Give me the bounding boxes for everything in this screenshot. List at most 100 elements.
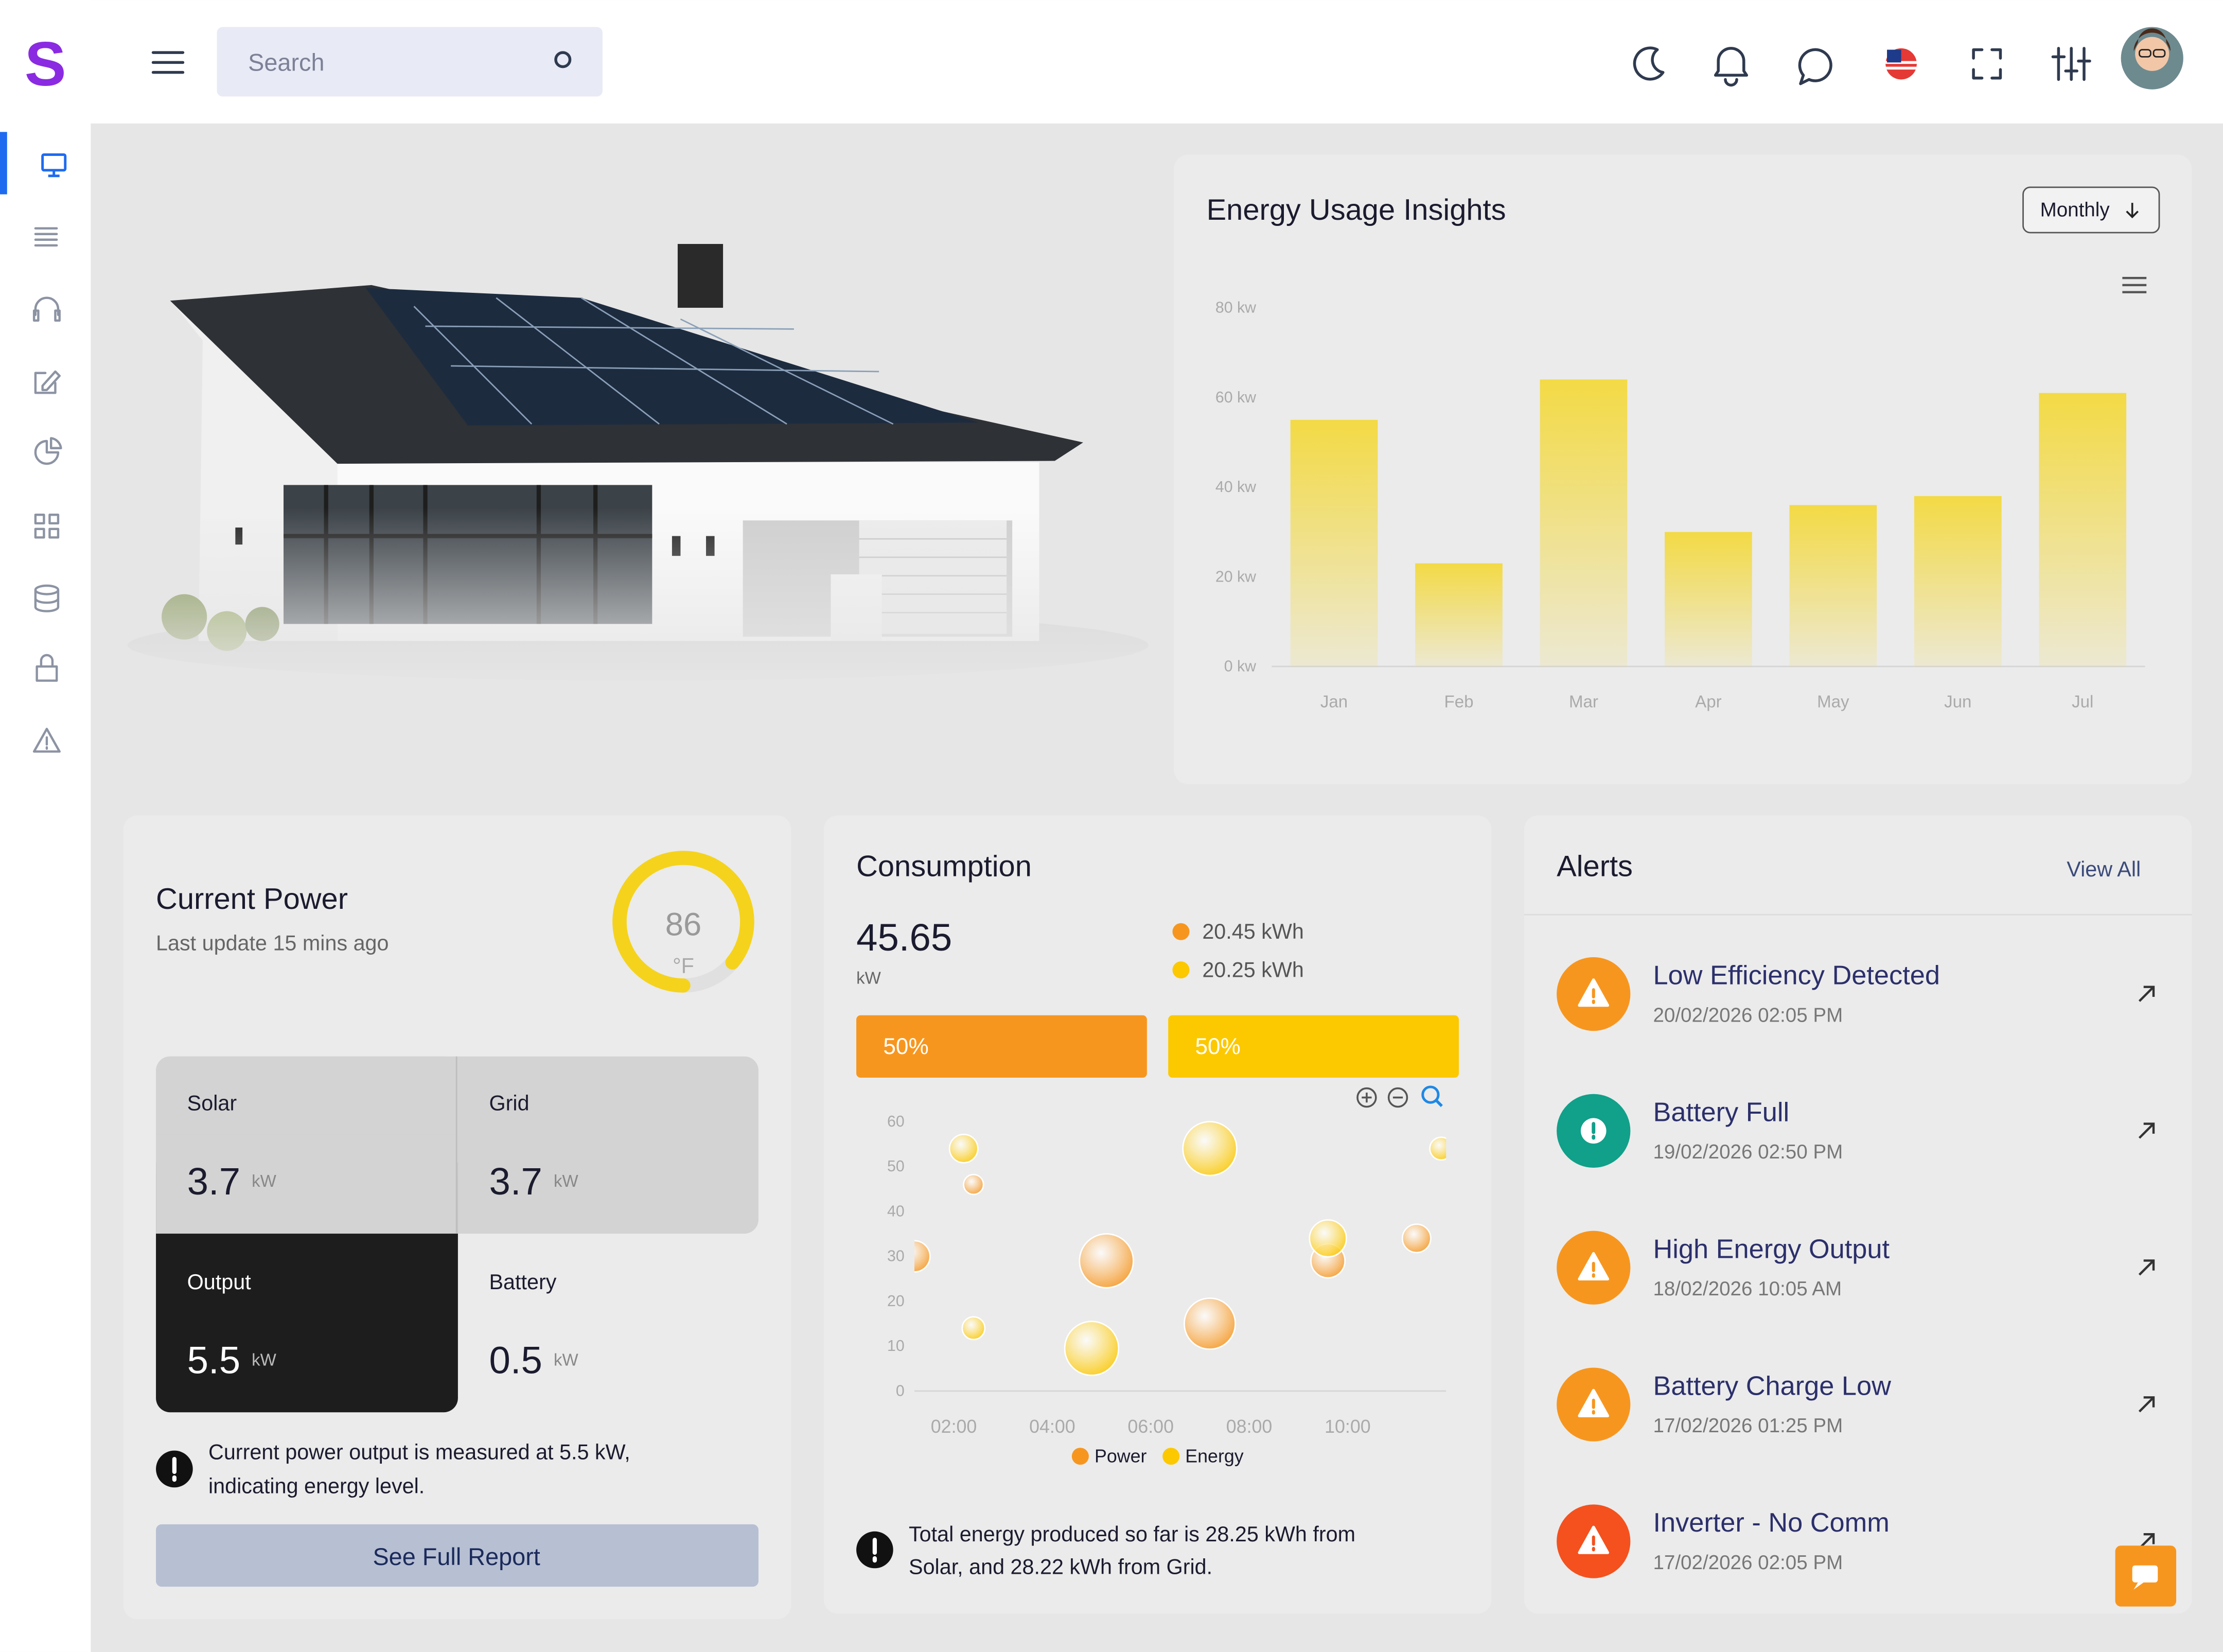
- consumption-total: 45.65: [856, 916, 952, 959]
- chart-menu[interactable]: [2122, 276, 2147, 293]
- y-tick-label: 50: [887, 1158, 905, 1175]
- tile-unit: kW: [252, 1172, 277, 1191]
- alert-open[interactable]: [2138, 1122, 2155, 1139]
- gauge-arc: [612, 851, 754, 993]
- view-all-link[interactable]: View All: [2067, 857, 2141, 881]
- bubble: [1064, 1321, 1120, 1376]
- tile-value: 3.7: [187, 1160, 240, 1203]
- x-tick-label: 02:00: [931, 1416, 977, 1437]
- legend-label: Power: [1095, 1446, 1147, 1467]
- bubble: [1429, 1136, 1446, 1161]
- alert-title: Low Efficiency Detected: [1653, 961, 1940, 991]
- tile-value-text: 5.5 kW: [187, 1339, 277, 1381]
- bubble: [1401, 1223, 1432, 1254]
- bubble: [961, 1316, 986, 1341]
- y-tick-label: 20 kw: [1215, 568, 1256, 585]
- search-icon[interactable]: [554, 51, 572, 68]
- alert-title: Inverter - No Comm: [1653, 1508, 1889, 1538]
- bubble: [963, 1173, 984, 1196]
- bar: [1914, 496, 2002, 667]
- current-power-title: Current Power: [156, 883, 348, 916]
- x-tick-label: 08:00: [1226, 1416, 1273, 1437]
- bubble: [1182, 1121, 1238, 1176]
- y-tick-label: 0: [896, 1382, 905, 1399]
- alert-time: 18/02/2026 10:05 AM: [1653, 1278, 1842, 1300]
- chat-icon[interactable]: [1798, 48, 1832, 85]
- bar: [1290, 419, 1378, 667]
- x-tick-label: Mar: [1569, 692, 1598, 711]
- power-note: Current power output is measured at 5.5 …: [208, 1440, 630, 1464]
- tile-label: Solar: [187, 1092, 237, 1115]
- fullscreen-icon[interactable]: [1972, 48, 2002, 80]
- chat-button[interactable]: [2115, 1545, 2177, 1607]
- gauge-unit: °F: [673, 954, 694, 977]
- avatar[interactable]: [2121, 27, 2183, 90]
- tile-value: 5.5: [187, 1339, 240, 1381]
- tile-label: Grid: [489, 1092, 530, 1115]
- sidebar-support[interactable]: [32, 296, 61, 322]
- progress-bar: [1168, 1015, 1459, 1078]
- legend-dot: [1172, 923, 1190, 940]
- logo[interactable]: S: [25, 29, 66, 99]
- alert-title: Battery Full: [1653, 1098, 1789, 1128]
- tile-value-text: 3.7 kW: [187, 1160, 277, 1203]
- sidebar-alerts[interactable]: [32, 728, 61, 753]
- alert-open[interactable]: [2138, 986, 2155, 1002]
- sidebar-apps[interactable]: [34, 514, 60, 539]
- sidebar-database[interactable]: [34, 584, 60, 612]
- alert-open[interactable]: [2138, 1259, 2155, 1276]
- tile-label: Output: [187, 1270, 252, 1294]
- sidebar-reports[interactable]: [34, 437, 62, 465]
- current-power-subtitle: Last update 15 mins ago: [156, 931, 389, 955]
- consumption-card: [823, 815, 1492, 1614]
- notification-icon[interactable]: [1714, 47, 1749, 87]
- x-tick-label: May: [1817, 692, 1849, 711]
- period-arrow: [2126, 203, 2139, 219]
- y-tick-label: 40: [887, 1203, 905, 1220]
- y-tick-label: 30: [887, 1248, 905, 1265]
- language-flag[interactable]: [1885, 48, 1917, 80]
- alert-time: 19/02/2026 02:50 PM: [1653, 1141, 1843, 1163]
- x-tick-label: Jun: [1944, 692, 1971, 711]
- alert-time: 17/02/2026 01:25 PM: [1653, 1415, 1843, 1437]
- progress-label: 50%: [883, 1034, 928, 1059]
- sidebar-dashboard[interactable]: [41, 153, 67, 178]
- search-box[interactable]: [217, 27, 603, 97]
- legend-dot: [1162, 1448, 1180, 1465]
- alerts-title: Alerts: [1557, 850, 1633, 883]
- tiles: Solar 3.7 kW Grid 3.7 kW Output 5.5 kW Battery 0.5…: [187, 1092, 579, 1381]
- y-tick-label: 10: [887, 1338, 905, 1355]
- bubble: [914, 1240, 931, 1273]
- sidebar-list[interactable]: [34, 227, 58, 247]
- y-tick-label: 40 kw: [1215, 479, 1256, 496]
- zoom-controls[interactable]: [1356, 1085, 1443, 1108]
- progress-bar: [856, 1015, 1147, 1078]
- sidebar-edit[interactable]: [34, 370, 61, 394]
- tile-unit: kW: [252, 1350, 277, 1369]
- legend-dot: [1071, 1448, 1089, 1465]
- y-tick-label: 0 kw: [1224, 658, 1256, 675]
- bar: [1540, 379, 1628, 667]
- consumption-note: Total energy produced so far is 28.25 kW…: [909, 1522, 1355, 1546]
- menu-button[interactable]: [151, 51, 185, 74]
- period-button[interactable]: [2022, 186, 2160, 234]
- report-button-label: See Full Report: [373, 1543, 540, 1570]
- tile-value-text: 3.7 kW: [489, 1160, 579, 1203]
- bar: [1789, 505, 1877, 667]
- settings-icon[interactable]: [2051, 47, 2091, 81]
- tile-value: 0.5: [489, 1339, 542, 1381]
- report-button[interactable]: [156, 1524, 758, 1587]
- bar: [2039, 393, 2127, 667]
- progress-label: 50%: [1195, 1034, 1241, 1059]
- alert-time: 17/02/2026 02:05 PM: [1653, 1552, 1843, 1574]
- alert-open[interactable]: [2138, 1396, 2155, 1413]
- x-tick-label: 04:00: [1029, 1416, 1075, 1437]
- dark-mode-icon[interactable]: [1633, 46, 1665, 81]
- period-label: Monthly: [2040, 199, 2110, 221]
- sidebar-lock[interactable]: [36, 654, 58, 682]
- x-tick-label: Apr: [1695, 692, 1721, 711]
- consumption-title: Consumption: [856, 850, 1032, 883]
- bubble: [1309, 1219, 1347, 1258]
- alert-time: 20/02/2026 02:05 PM: [1653, 1004, 1843, 1026]
